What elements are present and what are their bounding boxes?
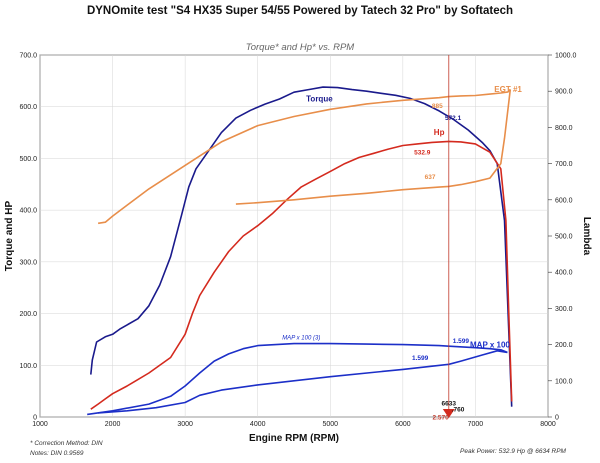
y-right-tick-labels: 0 100.0 200.0 300.0 400.0 500.0 600.0 700.0 800.… [555, 53, 577, 422]
torque-line [90, 86, 513, 407]
x-tick-label: 2000 [105, 421, 121, 428]
y-left-tick-label: 400.0 [19, 208, 37, 215]
y-right-tick-label: 600.0 [555, 197, 573, 204]
x-tick-label: 1000 [32, 421, 48, 428]
lambda-cursor-value: 2.570 [433, 415, 450, 422]
y-left-tick-label: 0 [33, 415, 37, 422]
x-tick-label: 4000 [250, 421, 266, 428]
egt-line [97, 88, 511, 225]
x-tick-label: 5000 [322, 421, 338, 428]
y-left-tick-label: 600.0 [19, 104, 37, 111]
page-title: DYNOmite test "S4 HX35 Super 54/55 Power… [86, 5, 514, 17]
y-right-tick-label: 900.0 [555, 89, 573, 96]
y-right-tick-label: 500.0 [555, 234, 573, 241]
egt-peak-value-label: 885 [432, 103, 443, 110]
x-tick-label: 6000 [395, 421, 411, 428]
y-left-tick-label: 700.0 [19, 53, 37, 60]
y-left-tick-label: 300.0 [19, 259, 37, 266]
y-left-tick-label: 200.0 [19, 311, 37, 318]
y-right-tick-label: 1000.0 [555, 53, 577, 60]
map-return-line [98, 349, 508, 414]
y-right-tick-label: 800.0 [555, 125, 573, 132]
map-line [87, 342, 508, 416]
y-left-tick-label: 500.0 [19, 156, 37, 163]
y-left-tick-labels: 0 100.0 200.0 300.0 400.0 500.0 600.0 700.0 [19, 53, 37, 422]
torque-value-label: 572.1 [445, 115, 462, 122]
y-right-tick-label: 300.0 [555, 306, 573, 313]
rpm-cursor-value: 6633 [442, 401, 457, 408]
map-subseries-label: MAP x 100 (3) [282, 335, 320, 341]
egt-series-label: EGT #1 [494, 85, 522, 94]
x-tick-label: 3000 [177, 421, 193, 428]
rpm-cursor-marker [442, 409, 455, 418]
din-note: Notes: DIN 0.9569 [30, 450, 84, 457]
y-left-tick-label: 100.0 [19, 363, 37, 370]
x-tick-label: 7000 [468, 421, 484, 428]
y-axis-label-left: Torque and HP [4, 200, 15, 271]
x-tick-label: 8000 [540, 421, 556, 428]
hp-series-label: Hp [434, 128, 445, 137]
y-right-tick-label: 700.0 [555, 161, 573, 168]
map-return-value-label: 1.599 [412, 355, 429, 362]
correction-note: * Correction Method: DIN [30, 440, 103, 447]
grid [39, 54, 552, 418]
cursor-secondary-value: .760 [452, 406, 465, 413]
x-tick-labels: 1000 2000 3000 4000 5000 6000 7000 8000 [32, 421, 556, 428]
chart-title: Torque* and Hp* vs. RPM [246, 42, 355, 53]
y-right-tick-label: 0 [555, 415, 559, 422]
hp-value-label: 532.9 [414, 149, 431, 156]
torque-series-label: Torque [306, 95, 333, 104]
y-axis-label-right: Lambda [581, 217, 592, 256]
map-series-label: MAP x 100 [470, 341, 510, 350]
plot-frame [39, 54, 549, 418]
peak-power-note: Peak Power: 532.9 Hp @ 6634 RPM [460, 448, 566, 455]
x-axis-label: Engine RPM (RPM) [249, 433, 339, 444]
map-value-label: 1.599 [453, 338, 470, 345]
series-lines [87, 86, 513, 416]
y-right-tick-label: 400.0 [555, 270, 573, 277]
egt-return-line [235, 89, 512, 205]
y-right-tick-label: 100.0 [555, 378, 573, 385]
egt-value-label: 637 [425, 174, 436, 181]
y-right-tick-label: 200.0 [555, 342, 573, 349]
series-labels: Torque Hp EGT #1 MAP x 100 MAP x 100 (3) [282, 85, 522, 350]
hp-line [90, 140, 513, 410]
